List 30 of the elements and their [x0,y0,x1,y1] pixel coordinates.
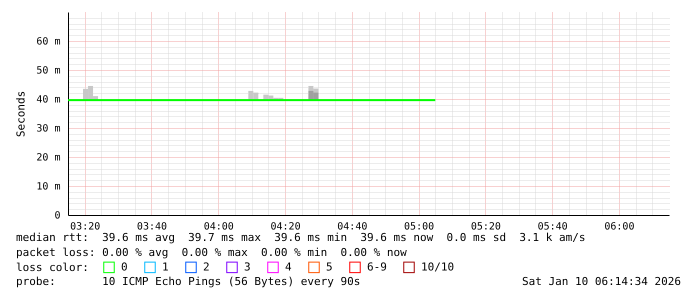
legend-label: 10/10 [421,260,454,274]
legend-label: 3 [244,260,251,274]
x-tick-label: 05:40 [538,222,568,232]
legend-label: 6-9 [367,260,387,274]
text: Sat Jan 10 06:14:34 2026 [522,275,681,288]
legend-label: 5 [326,260,333,274]
text: probe: 10 ICMP Echo Pings (56 Bytes) every 90s [16,275,360,288]
x-tick-label: 06:00 [604,222,634,232]
y-axis-title: Seconds [14,90,28,138]
x-tick-label: 05:20 [470,222,501,232]
x-tick-label: 05:00 [404,222,434,232]
y-tick-label: 60 m [36,36,60,48]
legend-label: 1 [162,260,169,274]
y-tick-label: 20 m [36,152,60,164]
x-tick-label: 03:40 [136,222,168,232]
text: median rtt: 39.6 ms avg 39.7 ms max 39.6 ms min 39.6 ms now 0.0 ms sd 3.1 k am/s [16,231,586,244]
y-tick-label: 10 m [36,182,60,192]
legend-label: 4 [285,260,292,274]
y-tick-label: 50 m [36,66,60,76]
legend-title: loss color: [16,261,89,274]
x-tick-label: 03:20 [70,222,100,232]
x-tick-label: 04:40 [337,222,368,232]
x-tick-label: 04:00 [204,222,234,232]
legend-label: 0 [121,260,128,274]
y-tick-label: 0 [54,210,60,222]
x-tick-label: 04:20 [270,222,301,232]
legend-label: 2 [203,260,210,274]
text: packet loss: 0.00 % avg 0.00 % max 0.00 % min 0.00 % now [16,246,408,259]
y-tick-label: 40 m [36,94,60,106]
y-tick-label: 30 m [36,124,60,134]
